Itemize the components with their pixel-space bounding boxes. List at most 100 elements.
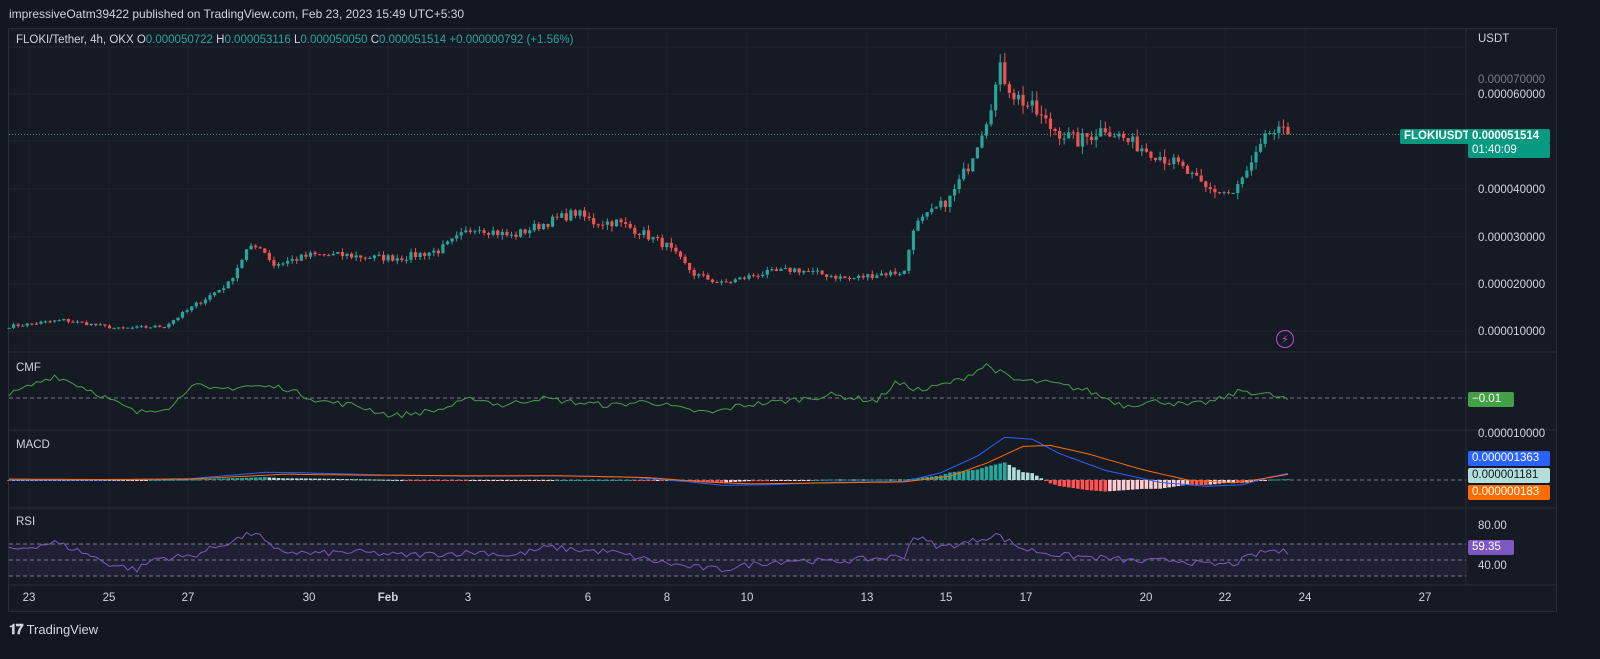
- candle-body: [1199, 175, 1203, 182]
- macd-histogram-bar: [171, 479, 176, 481]
- macd-histogram-bar: [358, 479, 363, 481]
- macd-histogram-bar: [527, 480, 532, 481]
- macd-histogram-bar: [477, 480, 482, 481]
- candle-body: [1112, 136, 1117, 138]
- candle-body: [135, 326, 139, 328]
- lightning-icon[interactable]: ⚡: [1276, 330, 1294, 348]
- chart-frame[interactable]: [8, 28, 1557, 612]
- candle-body: [984, 124, 989, 136]
- macd-histogram-bar: [728, 480, 733, 483]
- macd-histogram-bar: [377, 479, 381, 481]
- macd-histogram-bar: [1094, 480, 1098, 491]
- candle-body: [1217, 192, 1222, 194]
- candle-body: [272, 259, 276, 266]
- macd-histogram-bar: [1080, 480, 1085, 490]
- candle-body: [322, 254, 326, 256]
- macd-histogram-bar: [993, 464, 998, 480]
- macd-histogram-bar: [505, 480, 509, 481]
- macd-line-value: 0.000001363: [1468, 451, 1550, 466]
- candle-body: [642, 230, 646, 235]
- macd-histogram-bar: [870, 479, 875, 481]
- macd-histogram-bar: [664, 480, 669, 481]
- macd-histogram-bar: [692, 480, 696, 482]
- candle-body: [541, 223, 546, 230]
- candle-body: [665, 242, 669, 248]
- candle-body: [847, 277, 852, 279]
- macd-histogram-bar: [742, 480, 747, 482]
- candle-body: [331, 253, 335, 256]
- macd-histogram-bar: [473, 480, 477, 481]
- candle-body: [1190, 172, 1194, 174]
- macd-histogram-bar: [865, 479, 870, 481]
- macd-histogram-bar: [601, 479, 605, 481]
- symbol-price-tag[interactable]: FLOKIUSDT: [1400, 129, 1474, 144]
- candle-body: [815, 270, 820, 272]
- candle-body: [843, 276, 847, 278]
- candle-body: [1272, 132, 1276, 134]
- rsi-label[interactable]: RSI: [16, 516, 36, 528]
- macd-histogram-bar: [765, 480, 770, 482]
- candle-body: [619, 219, 623, 223]
- candle-body: [103, 324, 107, 326]
- candle-body: [491, 230, 495, 235]
- macd-histogram-bar: [112, 480, 116, 481]
- candle-body: [1281, 126, 1286, 128]
- macd-histogram-bar: [1012, 467, 1016, 480]
- macd-histogram-bar: [1108, 480, 1112, 492]
- macd-histogram-bar: [482, 480, 486, 481]
- candle-body: [1258, 143, 1263, 152]
- macd-histogram-bar: [1258, 480, 1263, 481]
- change-value: +0.000000792 (+1.56%): [449, 34, 574, 46]
- macd-histogram-bar: [454, 480, 459, 481]
- candle-body: [290, 259, 294, 261]
- candle-body: [614, 219, 619, 227]
- macd-histogram-bar: [1025, 472, 1030, 480]
- footer-brand[interactable]: 𝟏𝟕 TradingView: [9, 621, 98, 638]
- candle-body: [610, 221, 614, 227]
- macd-histogram-bar: [185, 479, 189, 481]
- macd-histogram-bar: [770, 480, 774, 482]
- candle-body: [1254, 151, 1258, 163]
- cmf-label[interactable]: CMF: [16, 362, 41, 374]
- macd-histogram-bar: [861, 479, 865, 481]
- candle-body: [523, 229, 527, 234]
- candle-body: [194, 302, 198, 307]
- macd-histogram-bar: [400, 479, 404, 481]
- macd-histogram-bar: [555, 480, 559, 481]
- candle-body: [1039, 114, 1043, 116]
- candle-body: [107, 325, 112, 329]
- macd-histogram-bar: [386, 479, 390, 481]
- macd-histogram-bar: [203, 479, 208, 481]
- macd-histogram-bar: [710, 480, 715, 483]
- candle-body: [1089, 136, 1094, 141]
- candle-body: [1085, 133, 1089, 137]
- macd-histogram-bar: [774, 480, 779, 481]
- candle-body: [920, 216, 925, 221]
- macd-histogram-bar: [518, 480, 523, 481]
- candle-body: [678, 251, 683, 257]
- close-key: C: [370, 34, 380, 46]
- candle-body: [592, 218, 596, 225]
- symbol-label[interactable]: FLOKI/Tether, 4h, OKX: [16, 34, 134, 46]
- candle-body: [747, 275, 751, 279]
- candle-body: [459, 232, 463, 236]
- candle-body: [217, 289, 221, 293]
- macd-histogram-bar: [340, 479, 345, 481]
- candle-body: [555, 216, 559, 218]
- currency-label: USDT: [1478, 33, 1510, 45]
- candle-body: [308, 252, 313, 257]
- macd-label[interactable]: MACD: [16, 439, 50, 451]
- macd-histogram-bar: [696, 480, 701, 482]
- candle-body: [783, 267, 788, 269]
- macd-histogram-bar: [180, 479, 185, 481]
- macd-histogram-bar: [258, 477, 263, 480]
- candle-body: [199, 302, 203, 304]
- macd-histogram-bar: [1034, 475, 1039, 480]
- macd-histogram-bar: [920, 477, 925, 480]
- candle-body: [710, 279, 715, 283]
- candle-body: [66, 319, 70, 322]
- candle-body: [560, 213, 564, 218]
- candle-body: [62, 319, 66, 321]
- macd-histogram-bar: [747, 480, 751, 482]
